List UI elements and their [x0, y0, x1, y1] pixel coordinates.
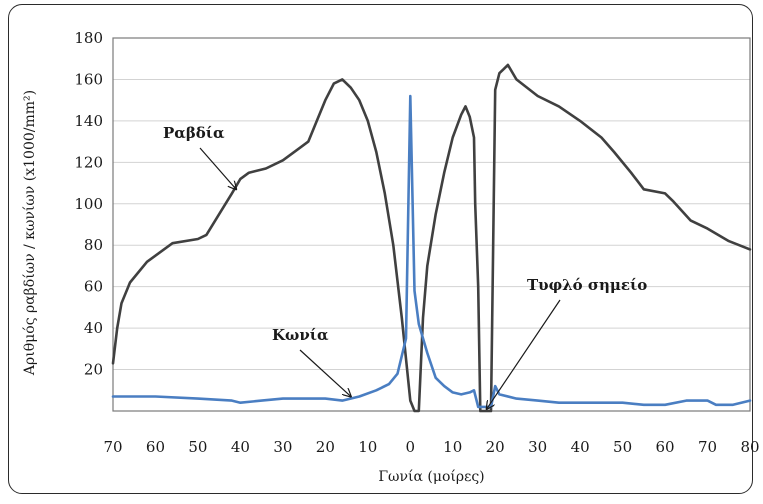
gridlines: [113, 37, 750, 371]
y-tick-label: 120: [74, 153, 103, 171]
annotation-blind-spot-arrow: [487, 299, 561, 409]
x-axis-ticks: 70 60 50 40 30 20 10 0 10 20 30 40 50 60 70 80: [103, 438, 759, 456]
x-tick-label: 60: [656, 438, 675, 456]
annotation-rods-label: Ραβδία: [163, 124, 225, 142]
y-tick-label: 40: [84, 319, 103, 337]
series-layer: [111, 63, 752, 413]
annotation-cones-label: Κωνία: [272, 326, 329, 344]
x-tick-label: 20: [316, 438, 335, 456]
annotation-rods-arrow: [199, 147, 236, 189]
x-tick-label: 30: [273, 438, 292, 456]
x-tick-label: 80: [740, 438, 759, 456]
y-tick-label: 180: [74, 29, 103, 47]
y-axis-title: Αριθμός ραβδίων / κωνίων (x1000/mm²): [21, 90, 38, 376]
y-axis-ticks: 20 40 60 80 100 120 140 160 180: [74, 29, 103, 379]
x-tick-label: 50: [188, 438, 207, 456]
annotation-blind-spot-label: Τυφλό σημείο: [527, 276, 647, 294]
x-tick-label: 60: [146, 438, 165, 456]
x-tick-label: 70: [103, 438, 122, 456]
y-tick-label: 60: [84, 278, 103, 296]
annotation-cones-arrow: [299, 349, 351, 396]
y-tick-label: 100: [74, 195, 103, 213]
x-tick-label: 50: [613, 438, 632, 456]
y-tick-label: 20: [84, 361, 103, 379]
chart-frame: [8, 4, 753, 494]
y-tick-label: 160: [74, 70, 103, 88]
series-line-rods: [111, 63, 752, 413]
annotations: Ραβδία Κωνία Τυφλό σημείο: [163, 124, 647, 409]
x-tick-label: 10: [358, 438, 377, 456]
x-tick-label: 10: [443, 438, 462, 456]
x-tick-label: 40: [571, 438, 590, 456]
series-line-cones: [111, 94, 752, 409]
plot-area-border: [112, 37, 751, 412]
y-tick-label: 80: [84, 236, 103, 254]
y-tick-label: 140: [74, 112, 103, 130]
x-tick-label: 0: [405, 438, 415, 456]
x-axis-title: Γωνία (μοίρες): [378, 468, 484, 485]
x-tick-label: 40: [231, 438, 250, 456]
x-tick-label: 30: [528, 438, 547, 456]
x-tick-label: 20: [486, 438, 505, 456]
x-tick-label: 70: [698, 438, 717, 456]
